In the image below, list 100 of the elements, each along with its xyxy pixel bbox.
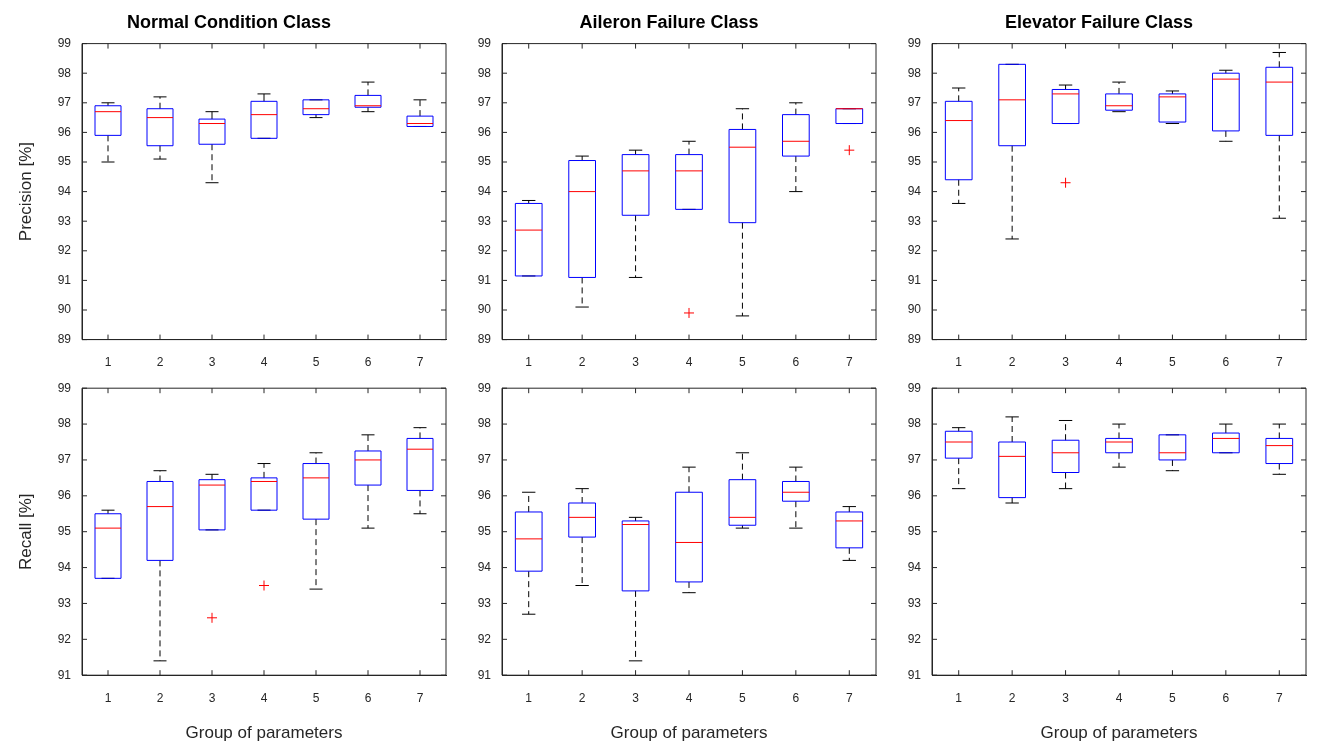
x-tick-label: 3 xyxy=(208,355,216,370)
y-tick-label: 93 xyxy=(57,595,72,610)
y-tick-label: 95 xyxy=(477,154,492,169)
x-tick-label: 5 xyxy=(312,690,320,705)
x-tick-label: 2 xyxy=(156,690,164,705)
x-tick-label: 5 xyxy=(312,355,320,370)
y-tick-label: 97 xyxy=(57,95,72,110)
y-tick-label: 92 xyxy=(477,631,492,646)
y-tick-label: 97 xyxy=(477,95,492,110)
y-tick-label: 92 xyxy=(907,631,922,646)
x-tick-label: 3 xyxy=(208,690,216,705)
x-tick-label: 2 xyxy=(578,355,586,370)
x-tick-label: 3 xyxy=(1062,355,1070,370)
x-tick-label: 6 xyxy=(792,355,800,370)
y-tick-label: 99 xyxy=(477,35,492,50)
x-tick-label: 6 xyxy=(792,690,800,705)
y-tick-label: 89 xyxy=(57,331,72,346)
x-tick-label: 7 xyxy=(1275,355,1283,370)
y-tick-label: 98 xyxy=(477,416,492,431)
y-tick-label: 98 xyxy=(907,416,922,431)
x-tick-label: 1 xyxy=(525,355,533,370)
y-tick-label: 98 xyxy=(907,65,922,80)
y-tick-label: 98 xyxy=(57,65,72,80)
y-tick-label: 96 xyxy=(477,124,492,139)
y-tick-label: 92 xyxy=(57,631,72,646)
y-tick-label: 99 xyxy=(57,380,72,395)
x-tick-label: 6 xyxy=(364,690,372,705)
y-tick-label: 95 xyxy=(907,524,922,539)
y-tick-label: 96 xyxy=(477,488,492,503)
y-tick-label: 90 xyxy=(907,302,922,317)
x-tick-label: 7 xyxy=(845,355,853,370)
y-tick-label: 93 xyxy=(477,213,492,228)
y-tick-label: 98 xyxy=(57,416,72,431)
chart-title: Normal Condition Class xyxy=(126,11,332,32)
y-tick-label: 97 xyxy=(907,452,922,467)
y-tick-label: 98 xyxy=(477,65,492,80)
y-tick-label: 92 xyxy=(477,243,492,258)
y-tick-label: 93 xyxy=(907,213,922,228)
x-tick-label: 5 xyxy=(739,355,747,370)
x-tick-label: 7 xyxy=(845,690,853,705)
y-tick-label: 90 xyxy=(477,302,492,317)
y-tick-label: 94 xyxy=(57,559,72,574)
y-tick-label: 89 xyxy=(477,331,492,346)
y-tick-label: 90 xyxy=(57,302,72,317)
y-tick-label: 91 xyxy=(907,272,922,287)
y-tick-label: 89 xyxy=(907,331,922,346)
x-tick-label: 5 xyxy=(1169,355,1177,370)
y-tick-label: 92 xyxy=(57,243,72,258)
x-tick-label: 1 xyxy=(104,355,112,370)
y-tick-label: 96 xyxy=(57,488,72,503)
y-axis-title: Recall [%] xyxy=(15,493,35,570)
y-tick-label: 93 xyxy=(477,595,492,610)
x-tick-label: 3 xyxy=(632,690,640,705)
x-tick-label: 6 xyxy=(364,355,372,370)
x-tick-label: 2 xyxy=(156,355,164,370)
x-tick-label: 3 xyxy=(632,355,640,370)
x-tick-label: 6 xyxy=(1222,690,1230,705)
x-tick-label: 4 xyxy=(685,690,693,705)
y-tick-label: 95 xyxy=(57,524,72,539)
y-tick-label: 97 xyxy=(907,95,922,110)
x-tick-label: 7 xyxy=(1275,690,1283,705)
chart-title: Elevator Failure Class xyxy=(1004,11,1194,32)
y-axis-title: Precision [%] xyxy=(15,142,35,242)
y-tick-label: 95 xyxy=(477,524,492,539)
x-tick-label: 5 xyxy=(739,690,747,705)
y-tick-label: 94 xyxy=(477,559,492,574)
x-axis-title: Group of parameters xyxy=(610,723,768,743)
y-tick-label: 91 xyxy=(57,667,72,682)
y-tick-label: 99 xyxy=(907,35,922,50)
x-tick-label: 1 xyxy=(104,690,112,705)
y-tick-label: 91 xyxy=(57,272,72,287)
y-tick-label: 97 xyxy=(57,452,72,467)
y-tick-label: 94 xyxy=(907,559,922,574)
y-tick-label: 93 xyxy=(57,213,72,228)
y-tick-label: 97 xyxy=(477,452,492,467)
x-axis-title: Group of parameters xyxy=(185,723,343,743)
x-tick-label: 2 xyxy=(1008,690,1016,705)
y-tick-label: 96 xyxy=(907,124,922,139)
y-tick-label: 94 xyxy=(907,183,922,198)
chart-title: Aileron Failure Class xyxy=(579,11,759,32)
y-tick-label: 99 xyxy=(907,380,922,395)
x-tick-label: 4 xyxy=(1115,690,1123,705)
x-tick-label: 7 xyxy=(416,690,424,705)
y-tick-label: 99 xyxy=(57,35,72,50)
x-tick-label: 3 xyxy=(1062,690,1070,705)
y-tick-label: 96 xyxy=(907,488,922,503)
y-tick-label: 91 xyxy=(477,272,492,287)
y-tick-label: 99 xyxy=(477,380,492,395)
x-tick-label: 2 xyxy=(1008,355,1016,370)
x-tick-label: 7 xyxy=(416,355,424,370)
y-tick-label: 95 xyxy=(907,154,922,169)
y-tick-label: 93 xyxy=(907,595,922,610)
y-tick-label: 94 xyxy=(57,183,72,198)
y-tick-label: 94 xyxy=(477,183,492,198)
x-tick-label: 1 xyxy=(955,690,963,705)
x-tick-label: 4 xyxy=(685,355,693,370)
x-tick-label: 6 xyxy=(1222,355,1230,370)
y-tick-label: 92 xyxy=(907,243,922,258)
x-tick-label: 4 xyxy=(260,690,268,705)
x-tick-label: 5 xyxy=(1169,690,1177,705)
